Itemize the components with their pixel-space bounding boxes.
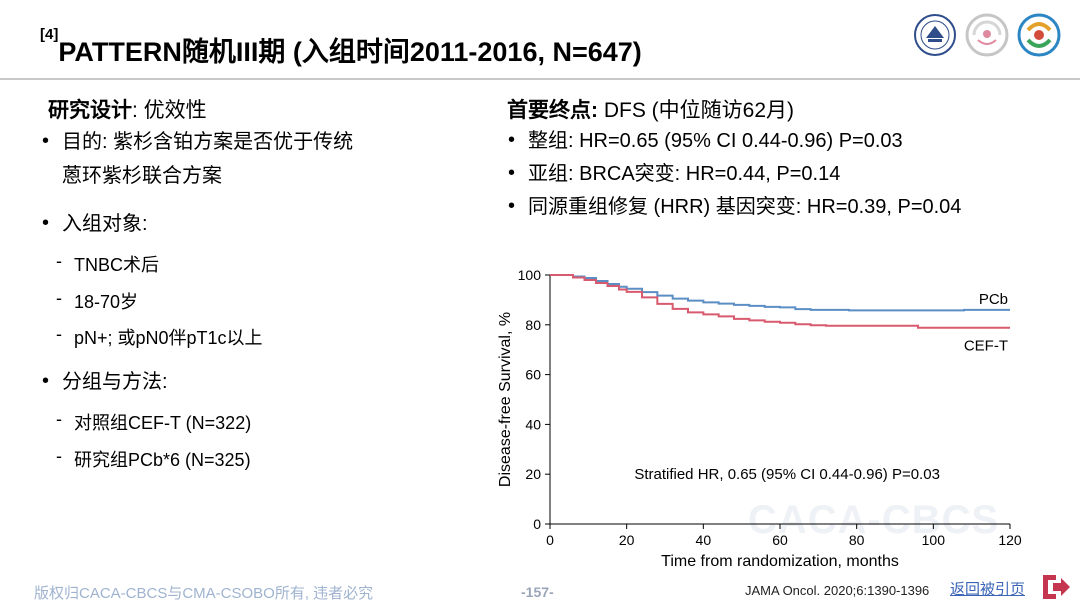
- dash-marker: -: [56, 251, 62, 271]
- endpoint-heading: 首要终点: DFS (中位随访62月): [507, 94, 794, 124]
- dash-marker: -: [56, 446, 62, 466]
- y-tick-label: 0: [533, 516, 541, 532]
- bullet-marker: •: [508, 129, 516, 151]
- series-line-ceft: [550, 274, 1010, 329]
- exit-arrow-icon[interactable]: [1040, 572, 1072, 602]
- bullet-marker: •: [42, 130, 50, 152]
- logo-group: [912, 12, 1062, 58]
- result-line: 整组: HR=0.65 (95% CI 0.44-0.96) P=0.03: [528, 130, 903, 152]
- bcs-logo-icon: [965, 13, 1009, 57]
- dash-marker: -: [56, 409, 62, 429]
- watermark: CACA-CBCS: [748, 498, 1000, 542]
- series-line-pcb: [550, 274, 1010, 312]
- y-tick-label: 80: [525, 317, 541, 333]
- x-tick-label: 20: [619, 532, 635, 548]
- endpoint-label: 首要终点:: [507, 99, 598, 122]
- dash-marker: -: [56, 288, 62, 308]
- page-number: -157-: [521, 584, 554, 600]
- series-label-ceft: CEF-T: [964, 337, 1008, 354]
- dash-marker: -: [56, 324, 62, 344]
- chart-series: [550, 274, 1010, 329]
- bullet-marker: •: [508, 195, 516, 217]
- result-line: 亚组: BRCA突变: HR=0.44, P=0.14: [528, 163, 841, 185]
- citation: JAMA Oncol. 2020;6:1390-1396: [745, 583, 930, 598]
- reference-marker: [4]: [40, 26, 59, 43]
- purpose-line-1: 目的: 紫杉含铂方案是否优于传统: [62, 131, 354, 153]
- design-heading: 研究设计: 优效性: [48, 94, 207, 124]
- x-tick-label: 60: [772, 532, 788, 548]
- subject-item: pN+; 或pN0伴pT1c以上: [74, 328, 263, 348]
- society-logo-icon: [914, 14, 956, 56]
- x-tick-label: 120: [998, 532, 1022, 548]
- group-item: 研究组PCb*6 (N=325): [74, 450, 251, 470]
- bullet-marker: •: [42, 212, 50, 234]
- back-link[interactable]: 返回被引页: [950, 581, 1026, 598]
- x-tick-label: 40: [696, 532, 712, 548]
- subject-item: 18-70岁: [74, 292, 139, 312]
- y-tick-label: 40: [525, 416, 541, 432]
- subject-item: TNBC术后: [74, 255, 159, 275]
- bullet-marker: •: [508, 162, 516, 184]
- result-line: 同源重组修复 (HRR) 基因突变: HR=0.39, P=0.04: [528, 196, 962, 218]
- hr-annotation: Stratified HR, 0.65 (95% CI 0.44-0.96) P…: [634, 466, 940, 483]
- y-tick-label: 60: [525, 367, 541, 383]
- copyright-notice: 版权归CACA-CBCS与CMA-CSOBO所有, 违者必究: [34, 585, 374, 602]
- title-divider: [0, 78, 1080, 80]
- chart-axes: [549, 275, 1010, 525]
- y-tick-label: 100: [518, 267, 542, 283]
- page-title: [4]PATTERN随机III期 (入组时间2011-2016, N=647): [40, 26, 642, 69]
- design-label: 研究设计: [48, 99, 132, 122]
- purpose-line-2: 蒽环紫杉联合方案: [62, 165, 222, 187]
- km-survival-chart: 0 20 40 60 80 100 0 20 40 60 80 100 120 Time from ra…: [497, 267, 1022, 570]
- series-label-pcb: PCb: [979, 291, 1008, 308]
- x-tick-label: 80: [849, 532, 865, 548]
- grouping-heading: 分组与方法:: [62, 371, 168, 393]
- bullet-marker: •: [42, 370, 50, 392]
- chart-ticks: 0 20 40 60 80 100 0 20 40 60 80 100 120: [518, 267, 1022, 548]
- x-axis-label: Time from randomization, months: [661, 553, 899, 570]
- endpoint-value: DFS (中位随访62月): [598, 99, 795, 122]
- x-tick-label: 100: [922, 532, 946, 548]
- y-tick-label: 20: [525, 466, 541, 482]
- cbcs-logo-icon: [1017, 13, 1061, 57]
- y-axis-label: Disease-free Survival, %: [497, 312, 514, 487]
- x-tick-label: 0: [546, 532, 554, 548]
- title-text: PATTERN随机III期 (入组时间2011-2016, N=647): [58, 37, 642, 67]
- subjects-heading: 入组对象:: [62, 213, 148, 235]
- group-item: 对照组CEF-T (N=322): [74, 413, 252, 433]
- design-value: : 优效性: [132, 99, 207, 122]
